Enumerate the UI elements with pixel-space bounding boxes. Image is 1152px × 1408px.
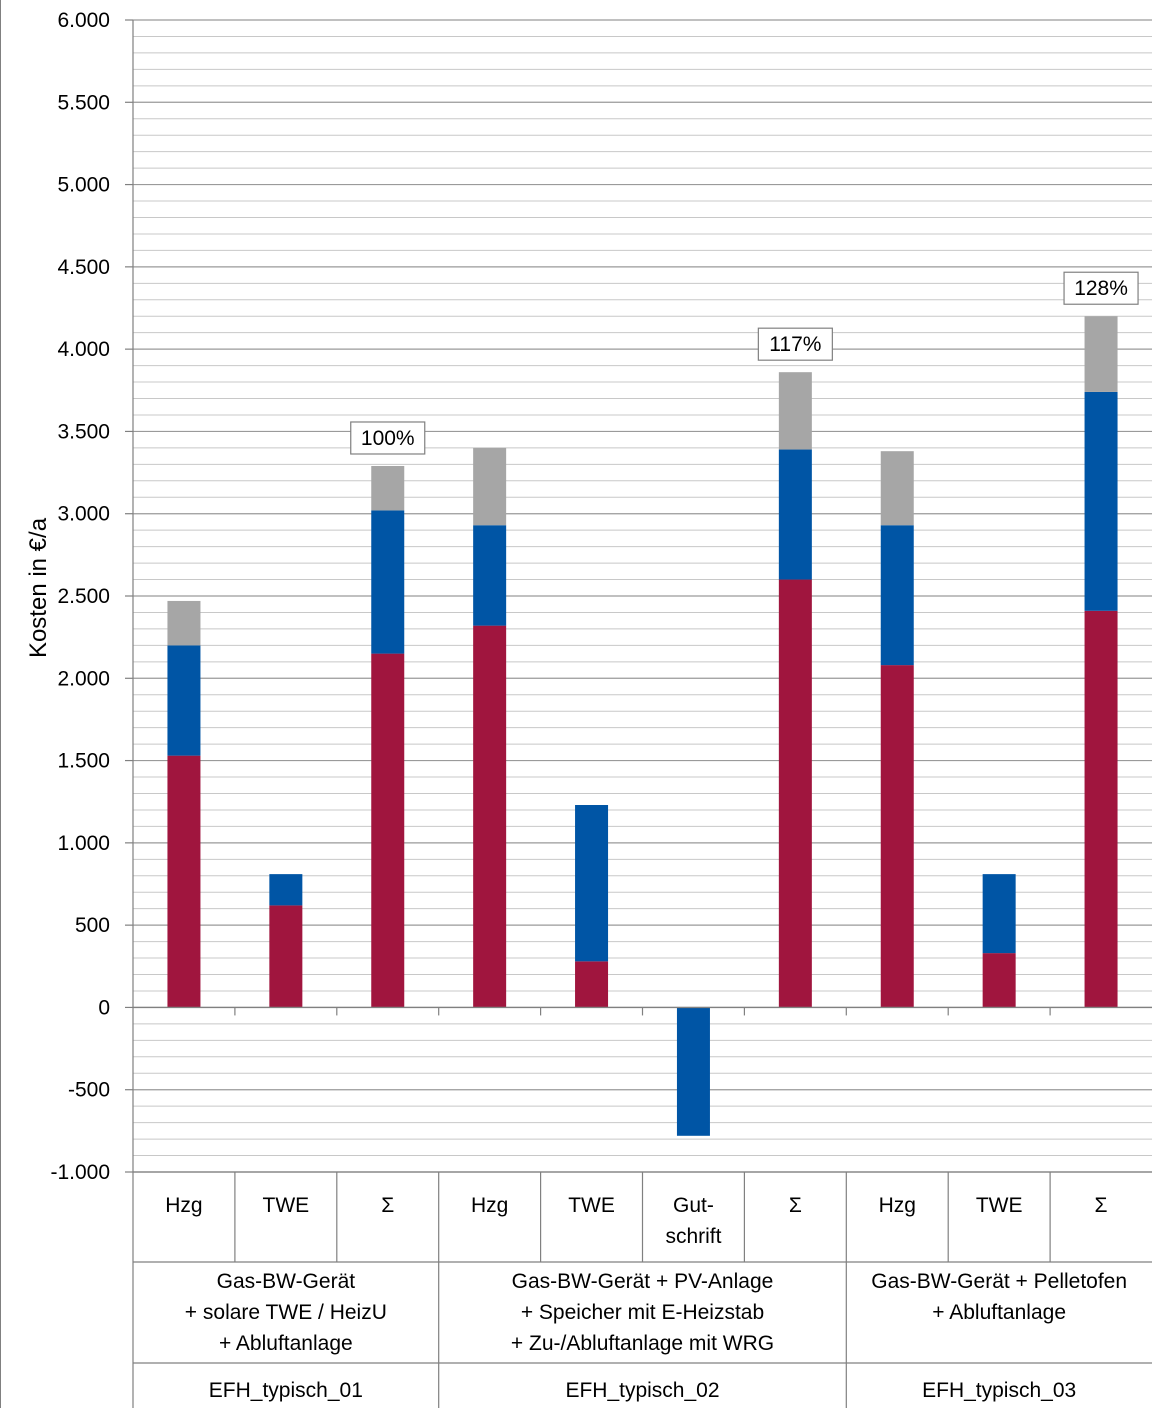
y-tick-label: 2.500 — [57, 585, 110, 608]
bar-segment-gray — [880, 451, 914, 526]
x-category-label: Hzg — [165, 1194, 202, 1217]
annotation-label: 117% — [769, 333, 821, 356]
bar-segment-gray — [1084, 316, 1118, 392]
y-tick-label: 0 — [98, 996, 110, 1019]
bar-segment-blue — [371, 510, 405, 654]
group-description: + Abluftanlage — [932, 1301, 1066, 1324]
annotation-box — [757, 327, 833, 361]
y-tick-label: 3.000 — [57, 503, 110, 526]
bar-segment-red — [167, 755, 201, 1008]
annotation-label: 128% — [1074, 277, 1128, 300]
x-category-label: Gut- — [673, 1194, 714, 1217]
y-tick-label: 500 — [75, 914, 110, 937]
y-tick-label: 6.000 — [57, 9, 110, 32]
x-category-label: TWE — [568, 1194, 615, 1217]
y-tick-label: 1.000 — [57, 832, 110, 855]
bar-segment-red — [371, 653, 405, 1008]
x-category-label: Hzg — [471, 1194, 508, 1217]
bar-segment-red — [575, 961, 609, 1008]
bar-segment-blue — [167, 645, 201, 756]
bar-segment-red — [1084, 610, 1118, 1008]
y-tick-labels: 6.000 5.500 5.000 4.500 4.000 3.500 3.000 2.500… — [50, 9, 110, 1184]
bar-segment-red — [880, 665, 914, 1008]
group-description: + Zu-/Abluftanlage mit WRG — [511, 1332, 774, 1355]
bar-segment-gray — [473, 447, 507, 526]
bar-segment-gray — [167, 600, 201, 646]
group-description: Gas-BW-Gerät + PV-Anlage — [512, 1270, 774, 1293]
bar-segment-blue — [676, 1007, 710, 1136]
y-tick-label: 2.000 — [57, 667, 110, 690]
group-description: Gas-BW-Gerät + Pelletofen — [871, 1270, 1127, 1293]
y-tick-label: 4.000 — [57, 338, 110, 361]
bar-segment-blue — [778, 449, 812, 580]
y-tick-label: 5.500 — [57, 91, 110, 114]
group-name: EFH_typisch_02 — [565, 1379, 719, 1402]
group-description: + Speicher mit E-Heizstab — [521, 1301, 764, 1324]
annotation-label: 100% — [361, 427, 415, 450]
x-category-label: Σ — [789, 1194, 802, 1217]
y-tick-label: 1.500 — [57, 750, 110, 773]
bar-segment-red — [982, 953, 1016, 1008]
bar-segment-red — [269, 905, 303, 1008]
group-description: + Abluftanlage — [219, 1332, 353, 1355]
annotation-box — [1063, 271, 1139, 305]
x-category-label: schrift — [665, 1225, 721, 1248]
bar-segment-blue — [1084, 391, 1118, 611]
y-tick-label: 5.000 — [57, 174, 110, 197]
x-category-label: Hzg — [879, 1194, 916, 1217]
y-tick-label: -1.000 — [50, 1161, 110, 1184]
group-name: EFH_typisch_03 — [922, 1379, 1076, 1402]
x-category-label: Σ — [381, 1194, 394, 1217]
group-description: + solare TWE / HeizU — [185, 1301, 387, 1324]
bar-segment-blue — [473, 525, 507, 626]
y-tick-label: 3.500 — [57, 420, 110, 443]
bar-segment-red — [473, 625, 507, 1008]
bar-segment-gray — [371, 465, 405, 511]
y-axis-label: Kosten in €/a — [25, 517, 52, 658]
bar-segment-blue — [880, 525, 914, 666]
annotation-box — [350, 421, 426, 455]
group-description: Gas-BW-Gerät — [217, 1270, 356, 1293]
x-category-label: Σ — [1095, 1194, 1108, 1217]
y-tick-label: -500 — [68, 1079, 110, 1102]
x-category-table: Hzg TWE Σ Hzg TWE Gut-schrift Σ Hzg TWE Σ Gas-BW-G… — [133, 1171, 1152, 1408]
bar-segment-red — [778, 579, 812, 1008]
x-category-label: TWE — [976, 1194, 1023, 1217]
bar-segment-blue — [575, 805, 609, 962]
percent-annotations: 100% 117% 128% — [350, 271, 1139, 455]
y-tick-label: 4.500 — [57, 256, 110, 279]
bar-segment-gray — [778, 372, 812, 450]
x-category-label: TWE — [263, 1194, 310, 1217]
bars — [167, 316, 1118, 1136]
gridlines — [133, 19, 1152, 1173]
bar-segment-blue — [982, 874, 1016, 954]
group-name: EFH_typisch_01 — [209, 1379, 363, 1402]
bar-segment-blue — [269, 874, 303, 906]
